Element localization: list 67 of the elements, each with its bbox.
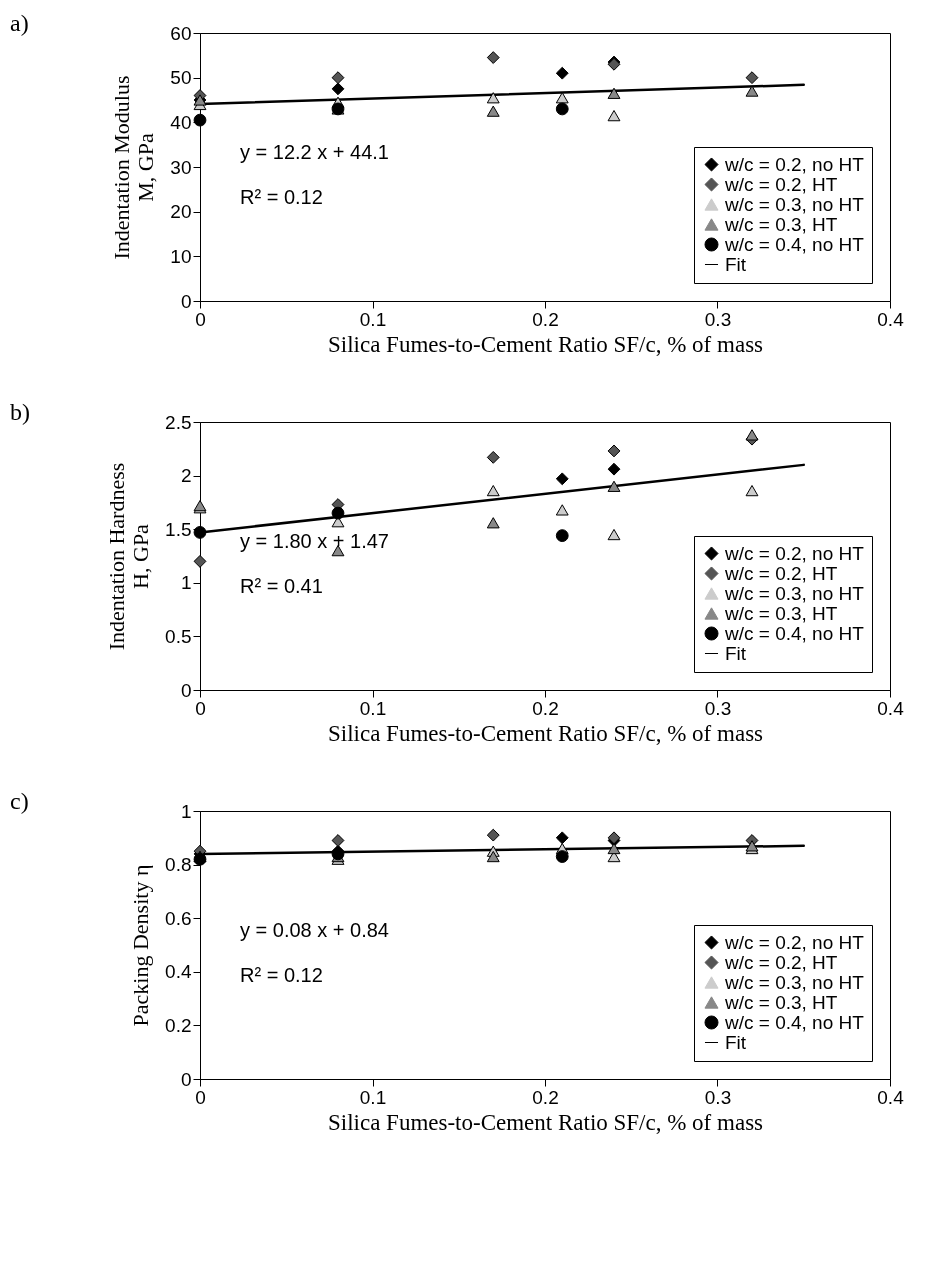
legend-label: Fit: [725, 642, 747, 664]
annotation: R² = 0.12: [240, 186, 323, 208]
legend-label: w/c = 0.2, no HT: [724, 542, 865, 564]
y-tick-label: 1: [180, 800, 192, 822]
y-tick-label: 1: [180, 572, 192, 594]
legend-label: w/c = 0.2, HT: [724, 951, 838, 973]
y-tick-label: 10: [170, 245, 192, 267]
x-tick-label: 0.3: [704, 697, 732, 719]
y-tick-label: 0.8: [165, 854, 192, 876]
y-tick-label: 2: [180, 465, 192, 487]
legend-label: w/c = 0.4, no HT: [724, 233, 865, 255]
x-axis-title: Silica Fumes-to-Cement Ratio SF/c, % of mass: [327, 720, 764, 746]
legend-label: w/c = 0.2, no HT: [724, 153, 865, 175]
legend-label: w/c = 0.2, HT: [724, 173, 838, 195]
y-tick-label: 0: [180, 290, 192, 312]
annotation: y = 1.80 x + 1.47: [240, 530, 389, 552]
x-tick-label: 0.4: [877, 697, 905, 719]
y-tick-label: 0.6: [165, 907, 192, 929]
x-axis-title: Silica Fumes-to-Cement Ratio SF/c, % of mass: [327, 1109, 764, 1135]
annotation: R² = 0.41: [240, 575, 323, 597]
y-tick-label: 0: [180, 1068, 192, 1090]
chart-title: a): [10, 10, 29, 36]
legend-label: w/c = 0.2, HT: [724, 562, 838, 584]
legend-label: Fit: [725, 1031, 747, 1053]
x-tick-label: 0.3: [704, 308, 732, 330]
annotation: y = 0.08 x + 0.84: [240, 919, 389, 941]
x-tick-label: 0.2: [532, 308, 559, 330]
x-tick-label: 0.4: [877, 308, 905, 330]
legend-label: w/c = 0.3, no HT: [724, 582, 865, 604]
legend-label: w/c = 0.2, no HT: [724, 931, 865, 953]
y-axis-title: Indentation Modulus M, GPa: [109, 75, 159, 260]
y-tick-label: 0.2: [165, 1014, 192, 1036]
x-tick-label: 0.1: [359, 308, 387, 330]
legend-label: w/c = 0.4, no HT: [724, 1011, 865, 1033]
y-axis-title: Packing Density η: [128, 864, 154, 1027]
x-tick-label: 0.3: [704, 1086, 732, 1108]
y-tick-label: 20: [170, 201, 192, 223]
x-tick-label: 0.1: [359, 1086, 387, 1108]
x-tick-label: 0: [195, 1086, 206, 1108]
annotation: y = 12.2 x + 44.1: [240, 141, 389, 163]
legend-label: Fit: [725, 253, 747, 275]
y-tick-label: 40: [170, 111, 192, 133]
legend-label: w/c = 0.3, HT: [724, 213, 838, 235]
y-tick-label: 0.4: [165, 961, 192, 983]
y-tick-label: 2.5: [165, 411, 192, 433]
x-tick-label: 0.2: [532, 1086, 559, 1108]
chart-title: b): [10, 399, 30, 425]
y-tick-label: 60: [170, 22, 192, 44]
x-axis-title: Silica Fumes-to-Cement Ratio SF/c, % of mass: [327, 331, 764, 357]
x-tick-label: 0: [195, 697, 206, 719]
legend-label: w/c = 0.3, no HT: [724, 971, 865, 993]
chart-title: c): [10, 788, 29, 814]
y-tick-label: 30: [170, 156, 192, 178]
y-tick-label: 0.5: [165, 625, 192, 647]
x-tick-label: 0.4: [877, 1086, 905, 1108]
legend-label: w/c = 0.3, no HT: [724, 193, 865, 215]
annotation: R² = 0.12: [240, 964, 323, 986]
x-tick-label: 0: [195, 308, 206, 330]
legend-label: w/c = 0.4, no HT: [724, 622, 865, 644]
y-tick-label: 1.5: [165, 518, 192, 540]
legend-label: w/c = 0.3, HT: [724, 991, 838, 1013]
y-tick-label: 50: [170, 67, 192, 89]
y-axis-title: Indentation Hardness H, GPa: [104, 462, 154, 651]
x-tick-label: 0.1: [359, 697, 387, 719]
legend-label: w/c = 0.3, HT: [724, 602, 838, 624]
y-tick-label: 0: [180, 679, 192, 701]
x-tick-label: 0.2: [532, 697, 559, 719]
